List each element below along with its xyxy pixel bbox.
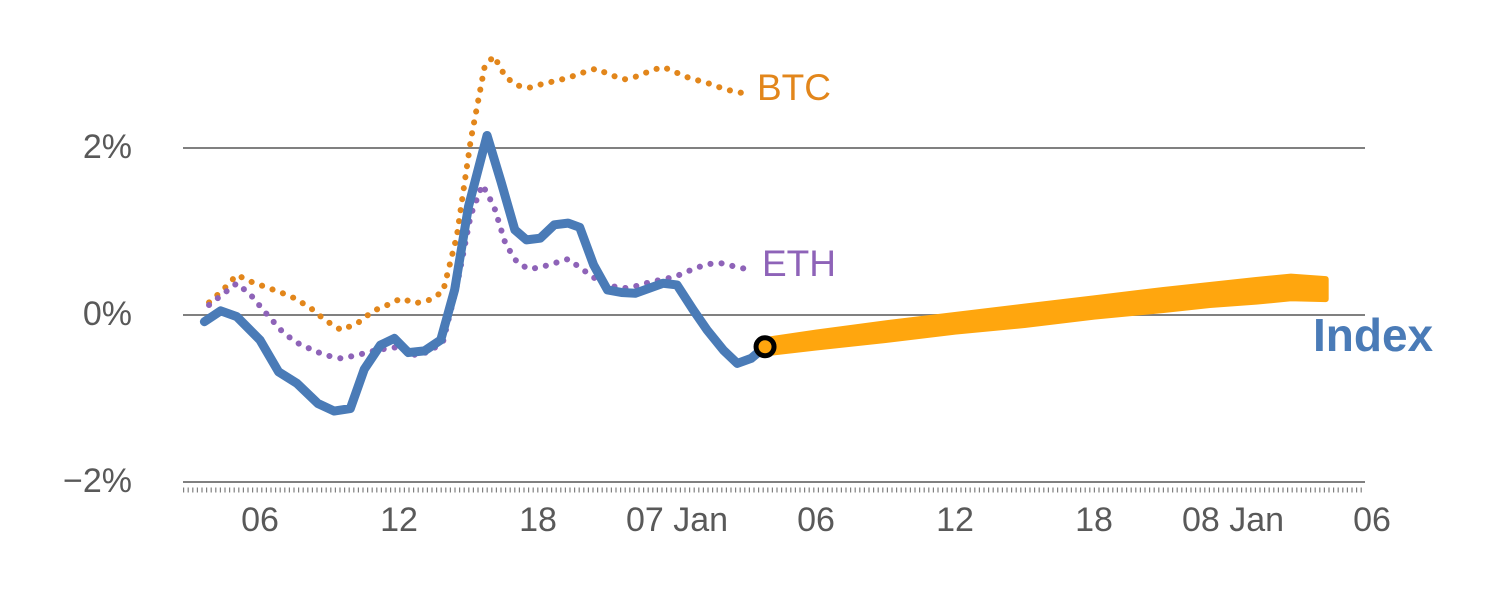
x-tick-label: 18: [519, 501, 557, 539]
y-tick-label: −2%: [63, 462, 132, 500]
x-tick-label: 12: [936, 501, 974, 539]
x-tick-label: 06: [241, 501, 279, 539]
x-tick-label: 06: [797, 501, 835, 539]
y-tick-label: 2%: [82, 128, 132, 166]
x-tick-label: 12: [380, 501, 418, 539]
last-value-marker: [753, 335, 777, 359]
index-line: [199, 130, 770, 416]
forecast-band: [762, 273, 1329, 357]
index-series-label: Index: [1313, 309, 1434, 361]
x-tick-label: 07 Jan: [625, 501, 729, 539]
x-tick-label: 08 Jan: [1181, 501, 1285, 539]
eth-line: [206, 181, 750, 362]
btc-line: [206, 53, 750, 334]
x-tick-label: 18: [1075, 501, 1113, 539]
x-tick-label: 06: [1353, 501, 1391, 539]
eth-series-label: ETH: [762, 243, 836, 284]
y-tick-label: 0%: [82, 295, 132, 333]
btc-series-label: BTC: [757, 67, 831, 108]
